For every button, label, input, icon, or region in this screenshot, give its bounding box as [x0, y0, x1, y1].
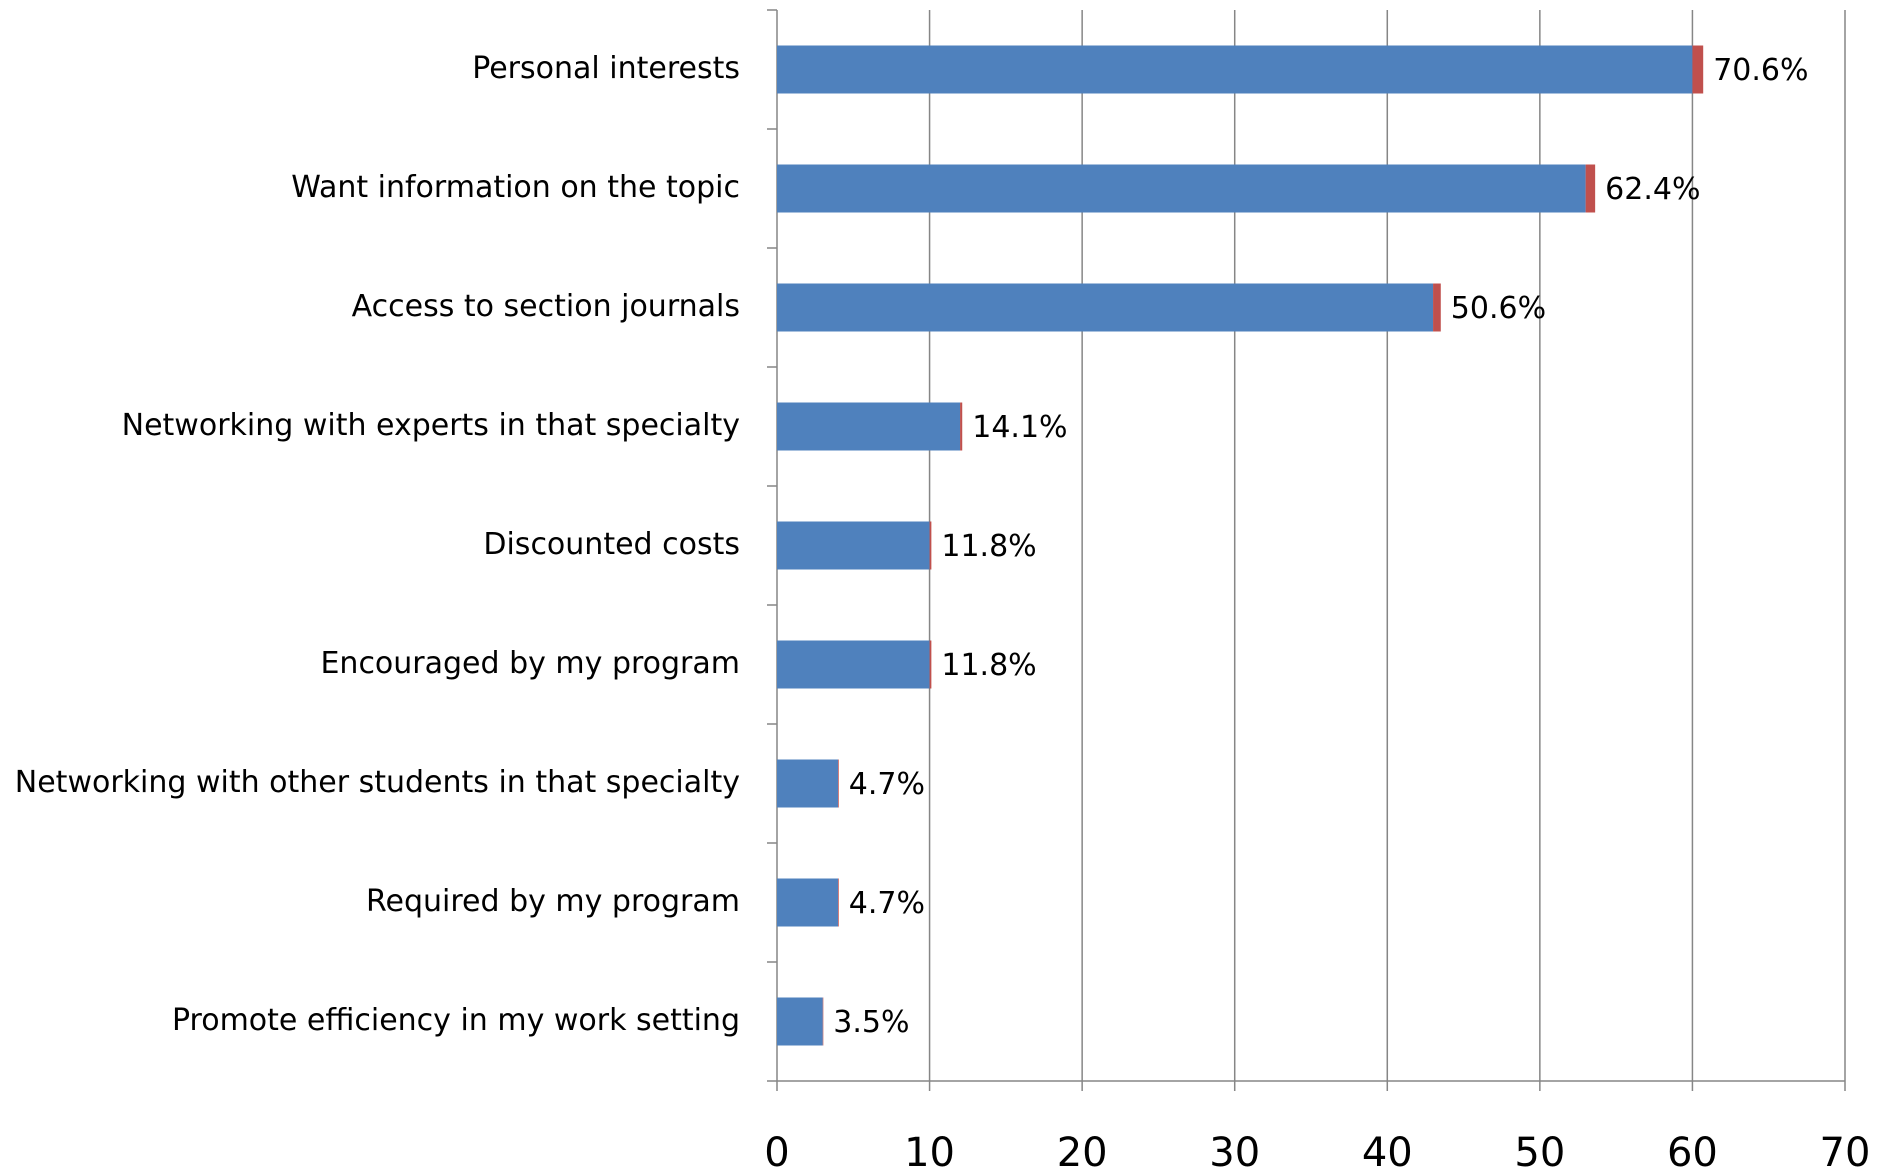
bar-segment	[838, 878, 839, 927]
bar-segment	[777, 164, 1586, 213]
x-tick-label: 0	[764, 1130, 789, 1176]
bar-segment	[777, 640, 930, 689]
bar-segment	[777, 521, 930, 570]
value-label: 62.4%	[1605, 172, 1700, 207]
x-tick-label: 40	[1362, 1130, 1413, 1176]
value-label: 14.1%	[972, 410, 1067, 445]
x-tick-label: 70	[1820, 1130, 1871, 1176]
value-label: 11.8%	[941, 648, 1036, 683]
bar-segment	[777, 45, 1693, 94]
x-tick-label: 60	[1667, 1130, 1718, 1176]
value-label: 4.7%	[849, 886, 925, 921]
bar-segment	[929, 521, 932, 570]
bar-segment	[777, 402, 961, 451]
category-label: Discounted costs	[483, 527, 740, 562]
category-label: Personal interests	[472, 51, 740, 86]
x-tick-label: 30	[1209, 1130, 1260, 1176]
value-label: 50.6%	[1451, 291, 1546, 326]
value-label: 70.6%	[1713, 53, 1808, 88]
x-tick-label: 10	[904, 1130, 955, 1176]
value-label: 11.8%	[941, 529, 1036, 564]
bar-segment	[960, 402, 963, 451]
value-label: 4.7%	[849, 767, 925, 802]
category-label: Promote efficiency in my work setting	[172, 1003, 740, 1038]
bar-segment	[777, 283, 1434, 332]
category-label: Want information on the topic	[291, 170, 740, 205]
bar-segment	[838, 759, 839, 808]
value-label: 3.5%	[833, 1005, 909, 1040]
bar-segment	[929, 640, 932, 689]
bar-segment	[777, 878, 839, 927]
x-tick-label: 20	[1057, 1130, 1108, 1176]
category-label: Networking with experts in that specialt…	[122, 408, 740, 443]
bar-segment	[777, 997, 823, 1046]
category-label: Required by my program	[366, 884, 740, 919]
category-label: Encouraged by my program	[320, 646, 740, 681]
bar-segment	[777, 759, 839, 808]
bar-segment	[1585, 164, 1596, 213]
bar-segment	[1692, 45, 1704, 94]
bar-segment	[1433, 283, 1441, 332]
category-label: Networking with other students in that s…	[15, 765, 740, 800]
x-tick-label: 50	[1514, 1130, 1565, 1176]
bar-segment	[822, 997, 824, 1046]
category-label: Access to section journals	[352, 289, 740, 324]
